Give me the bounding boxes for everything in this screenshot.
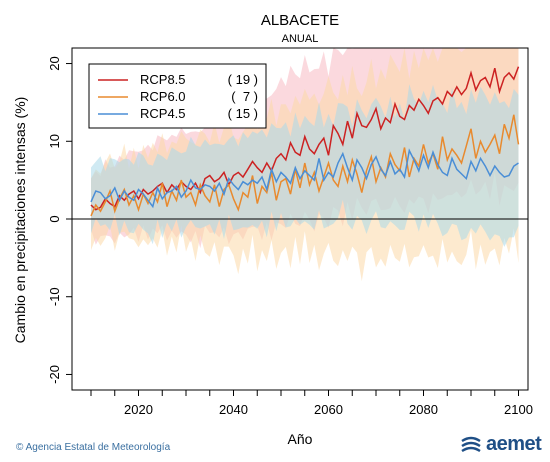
legend-label-rcp60: RCP6.0 xyxy=(140,89,186,104)
legend-count-rcp45: ( 15 ) xyxy=(228,106,258,121)
y-axis-label: Cambio en precipitaciones intensas (%) xyxy=(12,97,28,344)
legend: RCP8.5 ( 19 ) RCP6.0 ( 7 ) RCP4.5 ( 15 ) xyxy=(88,63,267,129)
aemet-logo: aemet xyxy=(460,433,542,456)
y-tick-label: 0 xyxy=(47,215,62,222)
aemet-logo-text: aemet xyxy=(486,433,542,455)
legend-box xyxy=(88,63,267,129)
x-tick-label: 2100 xyxy=(504,402,533,417)
x-tick-label: 2060 xyxy=(314,402,343,417)
x-tick-label: 2040 xyxy=(219,402,248,417)
legend-count-rcp85: ( 19 ) xyxy=(228,72,258,87)
series-line-rcp45 xyxy=(90,148,519,209)
chart-title: ALBACETE xyxy=(261,12,339,29)
chart-subtitle: ANUAL xyxy=(282,33,319,45)
series-line-rcp60 xyxy=(90,114,520,217)
y-tick-label: -20 xyxy=(47,365,62,384)
aemet-logo-icon xyxy=(461,436,481,452)
legend-count-rcp60: ( 7 ) xyxy=(231,89,258,104)
y-tick-label: 10 xyxy=(47,134,62,148)
legend-label-rcp85: RCP8.5 xyxy=(140,72,186,87)
x-tick-label: 2020 xyxy=(124,402,153,417)
y-tick-label: -10 xyxy=(47,287,62,306)
credit-text: © Agencia Estatal de Meteorología xyxy=(16,442,171,453)
legend-label-rcp45: RCP4.5 xyxy=(140,106,186,121)
x-axis-label: Año xyxy=(288,431,313,447)
x-tick-label: 2080 xyxy=(409,402,438,417)
y-tick-label: 20 xyxy=(47,56,62,70)
